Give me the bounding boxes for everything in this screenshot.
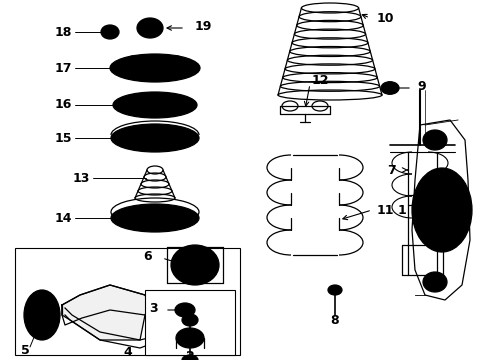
Ellipse shape bbox=[110, 54, 200, 82]
Text: 2: 2 bbox=[185, 350, 194, 360]
Text: 18: 18 bbox=[55, 26, 72, 39]
Text: 8: 8 bbox=[330, 314, 339, 327]
Text: 4: 4 bbox=[123, 346, 132, 359]
Text: 7: 7 bbox=[386, 163, 395, 176]
Ellipse shape bbox=[125, 96, 184, 114]
Ellipse shape bbox=[127, 129, 183, 147]
Text: 5: 5 bbox=[20, 343, 29, 356]
Bar bbox=[145, 290, 235, 355]
Ellipse shape bbox=[411, 168, 471, 252]
Ellipse shape bbox=[171, 56, 183, 64]
Ellipse shape bbox=[111, 204, 199, 232]
Text: 15: 15 bbox=[54, 131, 72, 144]
Text: 3: 3 bbox=[149, 302, 158, 315]
Text: 14: 14 bbox=[54, 211, 72, 225]
Ellipse shape bbox=[123, 208, 186, 228]
Text: 9: 9 bbox=[417, 81, 426, 94]
Ellipse shape bbox=[133, 205, 177, 219]
Bar bbox=[15, 248, 240, 355]
Ellipse shape bbox=[422, 272, 446, 292]
Text: 13: 13 bbox=[73, 171, 90, 184]
Text: 16: 16 bbox=[55, 99, 72, 112]
Text: 19: 19 bbox=[195, 21, 212, 33]
Ellipse shape bbox=[176, 328, 203, 348]
Ellipse shape bbox=[101, 25, 119, 39]
Ellipse shape bbox=[422, 130, 446, 150]
Ellipse shape bbox=[380, 82, 398, 94]
Ellipse shape bbox=[123, 58, 186, 78]
Ellipse shape bbox=[31, 300, 53, 330]
Text: 12: 12 bbox=[311, 73, 328, 86]
Ellipse shape bbox=[182, 314, 198, 326]
Polygon shape bbox=[62, 285, 150, 340]
Ellipse shape bbox=[24, 290, 60, 340]
Ellipse shape bbox=[127, 56, 139, 64]
Ellipse shape bbox=[182, 355, 198, 360]
Ellipse shape bbox=[111, 124, 199, 152]
Text: 11: 11 bbox=[375, 203, 393, 216]
Text: 10: 10 bbox=[375, 12, 393, 24]
Text: 6: 6 bbox=[143, 249, 152, 262]
Ellipse shape bbox=[113, 92, 197, 118]
Ellipse shape bbox=[175, 303, 195, 317]
Ellipse shape bbox=[171, 245, 219, 285]
Ellipse shape bbox=[137, 18, 163, 38]
Ellipse shape bbox=[327, 285, 341, 295]
Text: 1: 1 bbox=[396, 203, 405, 216]
Ellipse shape bbox=[178, 251, 212, 279]
Text: 17: 17 bbox=[54, 62, 72, 75]
